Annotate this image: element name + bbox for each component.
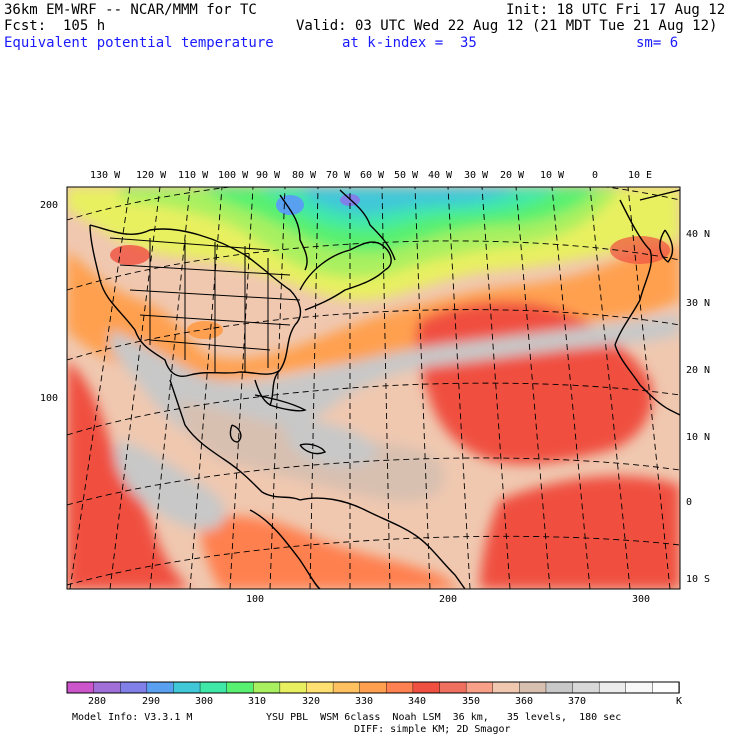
colorbar-swatch: [465, 681, 494, 694]
colorbar-swatch: [386, 681, 414, 694]
grid-y-label: 100: [40, 393, 59, 404]
lon-label: 0: [592, 170, 599, 181]
valid-time: Valid: 03 UTC Wed 22 Aug 12 (21 MDT Tue …: [296, 18, 718, 34]
lon-label: 60 W: [360, 170, 385, 181]
colorbar-swatch: [598, 681, 627, 694]
lon-label: 120 W: [136, 170, 167, 181]
lat-label: 40 N: [686, 229, 711, 240]
colorbar-label: 340: [408, 696, 427, 707]
colorbar-swatch: [253, 681, 281, 694]
lon-label: 70 W: [326, 170, 351, 181]
colorbar-swatch: [412, 681, 441, 694]
lat-label: 0: [686, 497, 693, 508]
forecast-hour: Fcst: 105 h: [4, 18, 106, 34]
colorbar-swatch: [120, 681, 148, 694]
colorbar-swatch: [173, 681, 201, 694]
grid-y-label: 200: [40, 200, 59, 211]
model-info: Model Info: V3.3.1 M: [72, 712, 193, 723]
lon-label: 10 W: [540, 170, 565, 181]
colorbar-swatch: [66, 681, 95, 694]
grid-x-label: 100: [246, 594, 265, 605]
colorbar-swatch: [93, 681, 121, 694]
lon-label: 20 W: [500, 170, 525, 181]
init-time: Init: 18 UTC Fri 17 Aug 12: [506, 2, 726, 18]
model-title: 36km EM-WRF -- NCAR/MMM for TC: [4, 2, 257, 18]
lon-label: 40 W: [428, 170, 453, 181]
lon-label: 110 W: [178, 170, 209, 181]
colorbar-swatch: [226, 681, 254, 694]
lon-label: 30 W: [464, 170, 489, 181]
lon-label: 90 W: [256, 170, 281, 181]
colorbar-swatch: [545, 681, 574, 694]
lat-label: 30 N: [686, 298, 711, 309]
colorbar-swatch: [625, 681, 654, 694]
lon-label: 10 E: [628, 170, 653, 181]
coastlines: [89, 189, 680, 589]
colorbar-swatch: [439, 681, 467, 694]
smoothing-info: sm= 6: [636, 35, 679, 51]
colorbar-label: 310: [248, 696, 267, 707]
lon-label: 130 W: [90, 170, 121, 181]
lat-label: 20 N: [686, 365, 711, 376]
colorbar-swatch: [199, 681, 228, 694]
colorbar-label: 320: [302, 696, 321, 707]
lon-label: 50 W: [394, 170, 419, 181]
colorbar-label: 370: [568, 696, 587, 707]
level-info: at k-index = 35: [342, 35, 477, 51]
graticule: [67, 187, 680, 589]
colorbar-label: 290: [142, 696, 161, 707]
political-borders: [109, 237, 301, 372]
colorbar-swatch: [146, 681, 175, 694]
colorbar-label: 330: [355, 696, 374, 707]
colorbar-label: 360: [515, 696, 534, 707]
lat-label: 10 N: [686, 432, 711, 443]
lat-label: 10 S: [686, 574, 711, 585]
diffusion-info: DIFF: simple KM; 2D Smagor: [354, 724, 511, 735]
physics-info: YSU PBL WSM 6class Noah LSM 36 km, 35 le…: [266, 712, 622, 723]
map-field: [67, 187, 680, 589]
colorbar-swatch: [306, 681, 334, 694]
colorbar-swatch: [279, 681, 308, 694]
colorbar-unit: K: [676, 696, 683, 707]
colorbar-label: 350: [462, 696, 481, 707]
field-name: Equivalent potential temperature: [4, 35, 274, 51]
grid-x-label: 200: [439, 594, 458, 605]
grid-x-label: 300: [632, 594, 651, 605]
colorbar-swatch: [519, 681, 547, 694]
colorbar-swatch: [359, 681, 388, 694]
colorbar-label: 300: [195, 696, 214, 707]
colorbar-swatch: [332, 681, 361, 694]
colorbar-label: 280: [88, 696, 107, 707]
colorbar-swatch: [572, 681, 600, 694]
colorbar-swatch: [492, 681, 521, 694]
colorbar-swatch: [652, 681, 680, 694]
lon-label: 100 W: [218, 170, 249, 181]
lon-label: 80 W: [292, 170, 317, 181]
